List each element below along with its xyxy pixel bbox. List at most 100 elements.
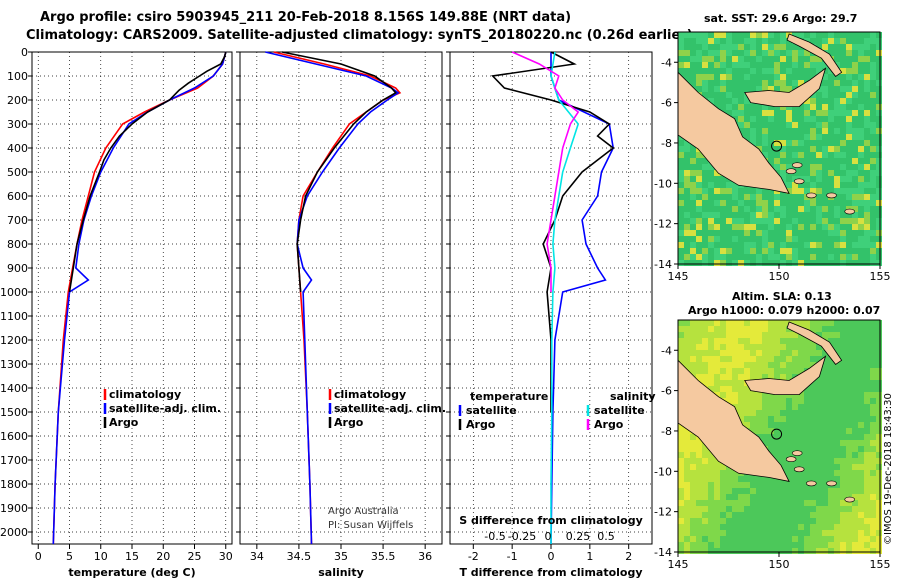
map-cell — [738, 536, 744, 542]
map-cell — [828, 248, 834, 254]
map-cell — [738, 380, 744, 386]
map-cell — [822, 200, 828, 206]
map-cell — [852, 374, 858, 380]
map-cell — [762, 410, 768, 416]
map-cell — [864, 446, 870, 452]
map-cell — [858, 434, 864, 440]
map-cell — [720, 500, 726, 506]
map-cell — [690, 38, 696, 44]
map-cell — [876, 410, 882, 416]
map-cell — [840, 152, 846, 158]
map-cell — [726, 362, 732, 368]
map-cell — [858, 524, 864, 530]
map-cell — [684, 140, 690, 146]
map-cell — [834, 74, 840, 80]
map-cell — [690, 356, 696, 362]
map-cell — [780, 434, 786, 440]
map-cell — [858, 236, 864, 242]
map-cell — [750, 134, 756, 140]
map-cell — [780, 518, 786, 524]
map-cell — [828, 116, 834, 122]
map-cell — [822, 104, 828, 110]
map-cell — [822, 434, 828, 440]
map-cell — [876, 248, 882, 254]
map-cell — [696, 50, 702, 56]
map-cell — [762, 494, 768, 500]
map-cell — [738, 398, 744, 404]
map-cell — [768, 140, 774, 146]
map-cell — [846, 32, 852, 38]
map-cell — [858, 230, 864, 236]
map-cell — [858, 428, 864, 434]
map-cell — [816, 494, 822, 500]
map-cell — [870, 506, 876, 512]
map-cell — [822, 416, 828, 422]
map-cell — [774, 218, 780, 224]
map-cell — [696, 536, 702, 542]
map-cell — [870, 338, 876, 344]
map-cell — [702, 500, 708, 506]
map-cell — [804, 512, 810, 518]
depth-tick-label: 1400 — [0, 382, 28, 395]
map-cell — [816, 140, 822, 146]
map-cell — [744, 32, 750, 38]
map-cell — [726, 380, 732, 386]
map-cell — [732, 482, 738, 488]
map-cell — [690, 368, 696, 374]
secondary-x-axis-label: S difference from climatology — [459, 514, 643, 527]
map-cell — [798, 200, 804, 206]
map-cell — [870, 80, 876, 86]
map-cell — [798, 80, 804, 86]
map-cell — [732, 218, 738, 224]
map-cell — [714, 482, 720, 488]
map-cell — [756, 206, 762, 212]
map-cell — [846, 188, 852, 194]
map-cell — [834, 146, 840, 152]
map-cell — [858, 164, 864, 170]
map-cell — [780, 68, 786, 74]
map-cell — [750, 212, 756, 218]
map-cell — [762, 224, 768, 230]
map-cell — [840, 104, 846, 110]
map-cell — [720, 530, 726, 536]
map-cell — [828, 170, 834, 176]
map-cell — [738, 374, 744, 380]
map-cell — [726, 32, 732, 38]
map-cell — [810, 320, 816, 326]
map-cell — [720, 506, 726, 512]
map-cell — [762, 356, 768, 362]
map-y-tick-label: -10 — [654, 465, 672, 478]
map-cell — [756, 38, 762, 44]
map-cell — [846, 116, 852, 122]
map-cell — [786, 260, 792, 266]
map-cell — [744, 38, 750, 44]
map-cell — [870, 110, 876, 116]
map-cell — [786, 350, 792, 356]
map-cell — [774, 158, 780, 164]
map-cell — [858, 212, 864, 218]
map-cell — [768, 530, 774, 536]
map-cell — [780, 338, 786, 344]
map-cell — [876, 500, 882, 506]
map-cell — [864, 206, 870, 212]
map-cell — [798, 56, 804, 62]
map-cell — [864, 68, 870, 74]
map-cell — [816, 98, 822, 104]
map-cell — [726, 110, 732, 116]
map-cell — [858, 98, 864, 104]
map-cell — [690, 218, 696, 224]
map-cell — [750, 86, 756, 92]
map-cell — [732, 320, 738, 326]
map-cell — [810, 110, 816, 116]
map-cell — [720, 74, 726, 80]
map-cell — [684, 200, 690, 206]
map-cell — [774, 50, 780, 56]
map-cell — [834, 140, 840, 146]
map-cell — [840, 260, 846, 266]
map-cell — [756, 542, 762, 548]
map-cell — [702, 176, 708, 182]
map-cell — [840, 218, 846, 224]
map-cell — [732, 362, 738, 368]
map-cell — [810, 542, 816, 548]
map-cell — [852, 236, 858, 242]
